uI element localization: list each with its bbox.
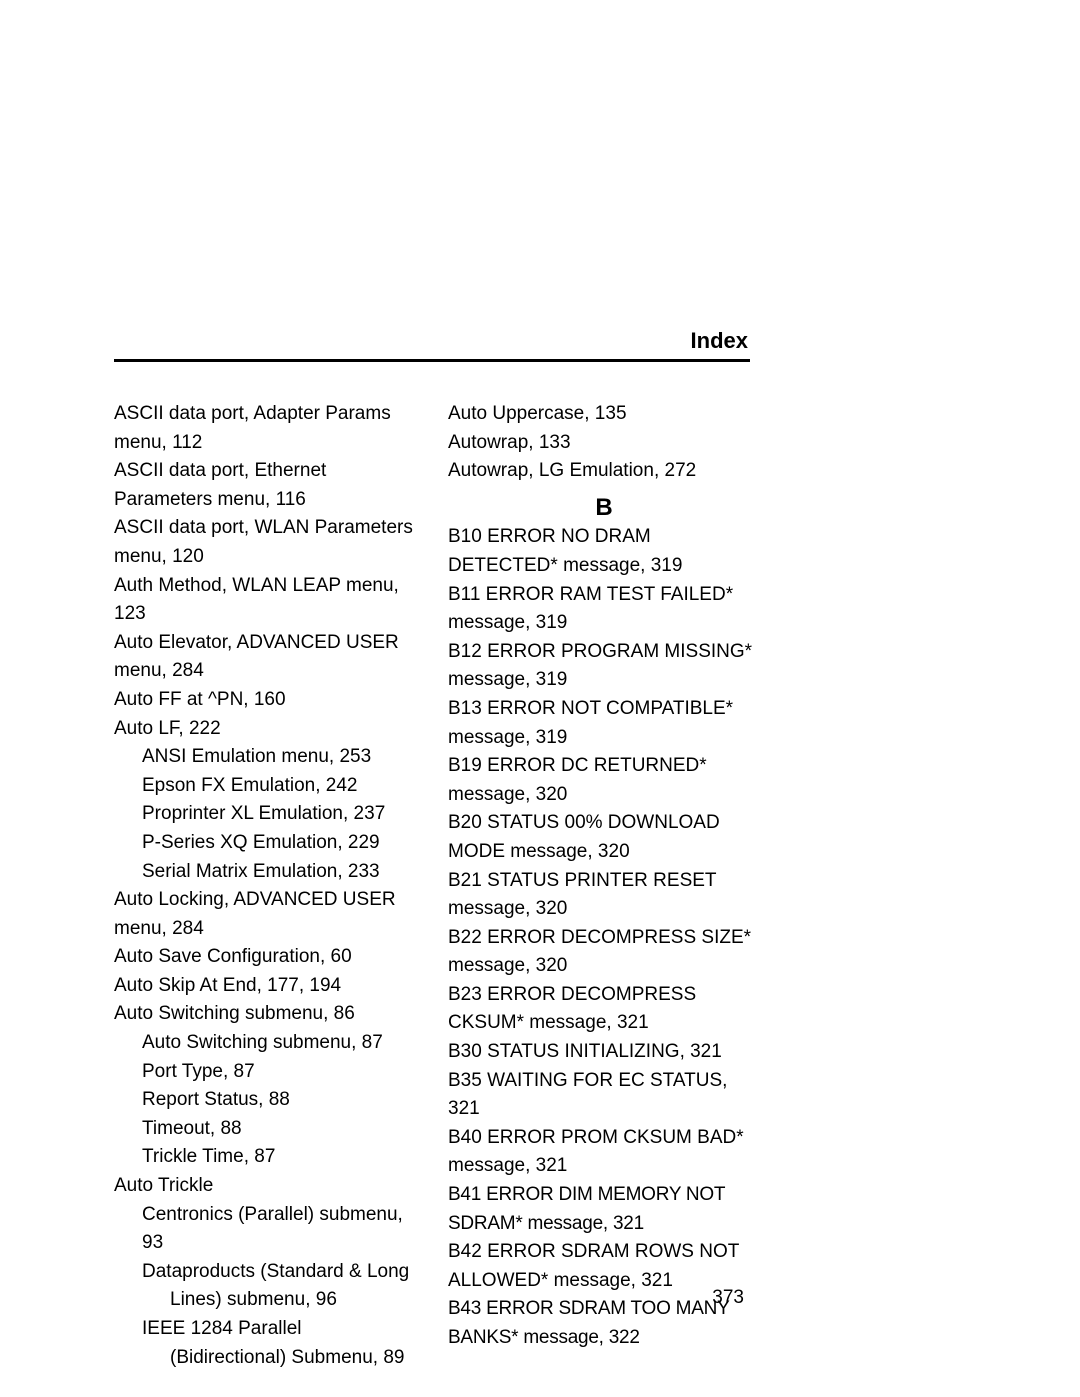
- index-entry: ASCII data port, WLAN Parameters menu, 1…: [114, 514, 420, 571]
- page-number: 373: [712, 1287, 744, 1309]
- page-title: Index: [691, 328, 748, 354]
- index-entry: ASCII data port, Adapter Params menu, 11…: [114, 400, 420, 457]
- index-entry: B21 STATUS PRINTER RESET message, 320: [448, 867, 760, 924]
- index-entry: Auto Switching submenu, 87: [114, 1029, 420, 1058]
- index-entry: Port Type, 87: [114, 1058, 420, 1087]
- index-entry: Autowrap, LG Emulation, 272: [448, 457, 760, 486]
- index-columns: ASCII data port, Adapter Params menu, 11…: [114, 400, 760, 1372]
- index-entry: Autowrap, 133: [448, 429, 760, 458]
- index-column-right: Auto Uppercase, 135Autowrap, 133Autowrap…: [448, 400, 760, 1372]
- index-entry: Auth Method, WLAN LEAP menu, 123: [114, 572, 420, 629]
- index-entry: B35 WAITING FOR EC STATUS, 321: [448, 1067, 760, 1124]
- index-entry: B30 STATUS INITIALIZING, 321: [448, 1038, 760, 1067]
- index-entry: Timeout, 88: [114, 1115, 420, 1144]
- index-entry: Auto Switching submenu, 86: [114, 1000, 420, 1029]
- index-entry: Centronics (Parallel) submenu, 93: [114, 1201, 420, 1258]
- index-entry: B19 ERROR DC RETURNED* message, 320: [448, 752, 760, 809]
- index-entry: Auto Elevator, ADVANCED USER menu, 284: [114, 629, 420, 686]
- index-entry: ANSI Emulation menu, 253: [114, 743, 420, 772]
- index-entry: B22 ERROR DECOMPRESS SIZE* message, 320: [448, 924, 760, 981]
- index-entry: Report Status, 88: [114, 1086, 420, 1115]
- index-entry: Auto Locking, ADVANCED USER menu, 284: [114, 886, 420, 943]
- index-entry: B12 ERROR PROGRAM MISSING* message, 319: [448, 638, 760, 695]
- index-entry: Trickle Time, 87: [114, 1143, 420, 1172]
- index-entry: IEEE 1284 Parallel (Bidirectional) Subme…: [114, 1315, 420, 1372]
- index-column-left: ASCII data port, Adapter Params menu, 11…: [114, 400, 420, 1372]
- index-entry: ASCII data port, Ethernet Parameters men…: [114, 457, 420, 514]
- index-entry: Proprinter XL Emulation, 237: [114, 800, 420, 829]
- page: Index ASCII data port, Adapter Params me…: [0, 0, 1080, 1397]
- index-entry: B11 ERROR RAM TEST FAILED* message, 319: [448, 581, 760, 638]
- header-rule: [114, 359, 750, 362]
- index-entry: Auto Uppercase, 135: [448, 400, 760, 429]
- index-entry: Auto Skip At End, 177, 194: [114, 972, 420, 1001]
- index-entry: B13 ERROR NOT COMPATIBLE* message, 319: [448, 695, 760, 752]
- index-entry: Auto LF, 222: [114, 715, 420, 744]
- index-entry: P-Series XQ Emulation, 229: [114, 829, 420, 858]
- index-entry: B10 ERROR NO DRAM DETECTED* message, 319: [448, 523, 760, 580]
- index-entry: Epson FX Emulation, 242: [114, 772, 420, 801]
- index-entry: B40 ERROR PROM CKSUM BAD* message, 321: [448, 1124, 760, 1181]
- index-entry: Auto Save Configuration, 60: [114, 943, 420, 972]
- index-entry: Auto FF at ^PN, 160: [114, 686, 420, 715]
- index-entry: Serial Matrix Emulation, 233: [114, 858, 420, 887]
- index-entry: B41 ERROR DIM MEMORY NOT SDRAM* message,…: [448, 1181, 760, 1238]
- index-entry: Dataproducts (Standard & Long Lines) sub…: [114, 1258, 420, 1315]
- index-entry: Auto Trickle: [114, 1172, 420, 1201]
- index-entry: B20 STATUS 00% DOWNLOAD MODE message, 32…: [448, 809, 760, 866]
- index-entry: B23 ERROR DECOMPRESS CKSUM* message, 321: [448, 981, 760, 1038]
- index-section-letter: B: [448, 494, 760, 523]
